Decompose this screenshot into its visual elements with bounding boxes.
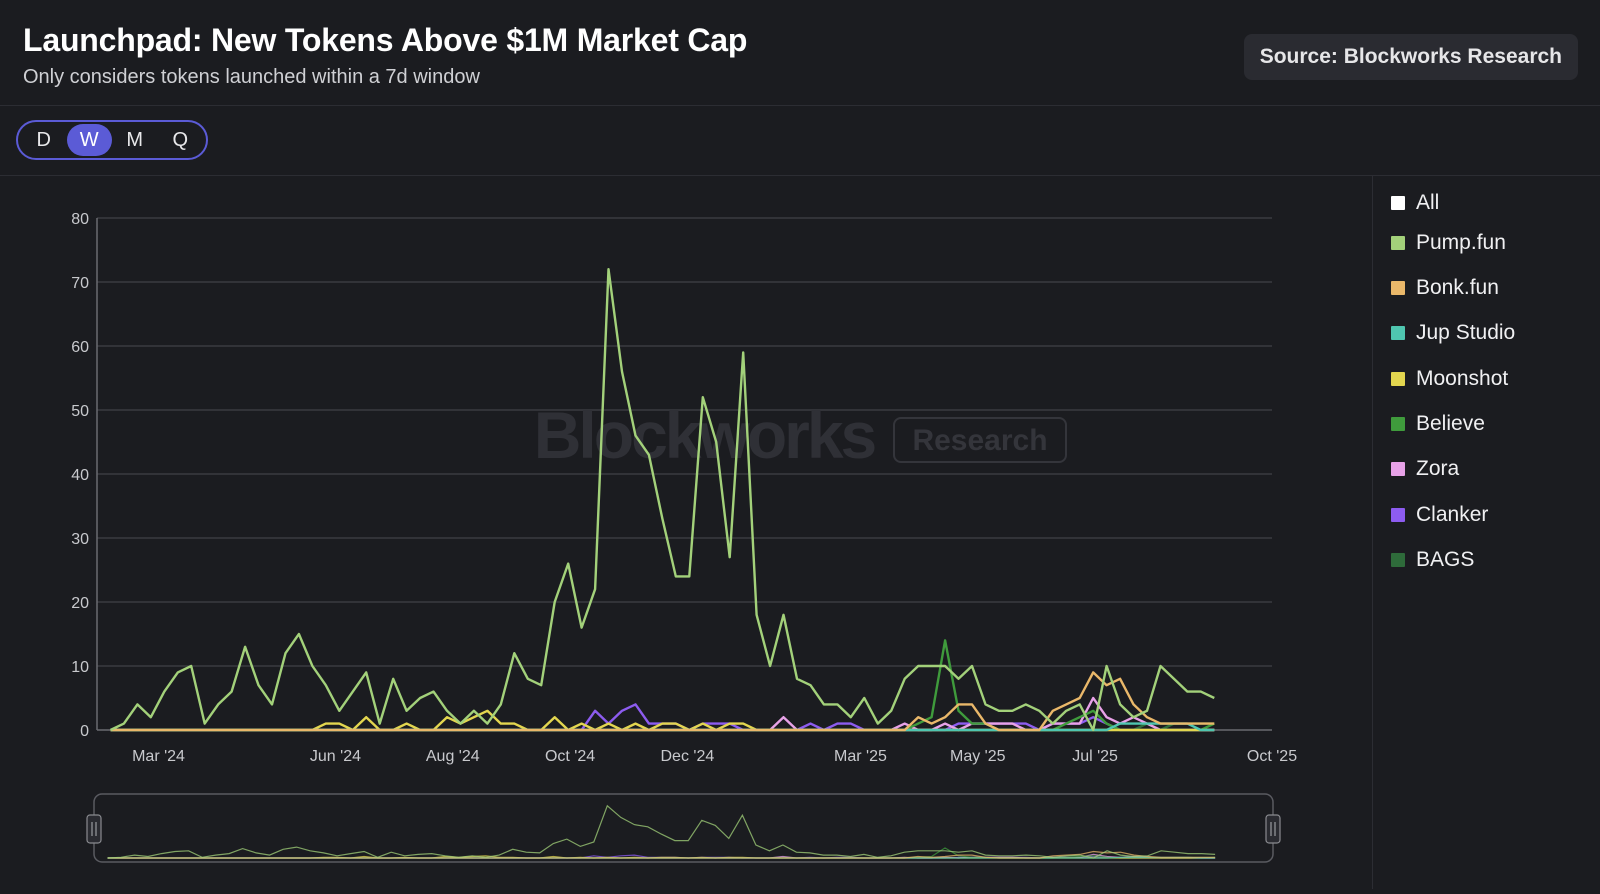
source-badge: Source: Blockworks Research	[1243, 34, 1578, 80]
series-line-bonk-fun[interactable]	[110, 671, 1215, 732]
legend-swatch	[1391, 508, 1405, 522]
legend-item-all[interactable]: All	[1391, 188, 1439, 218]
series-lines	[109, 267, 1215, 732]
legend-swatch	[1391, 196, 1405, 210]
series-line-pump-fun[interactable]	[109, 267, 1215, 732]
legend-item-believe[interactable]: Believe	[1391, 409, 1485, 439]
legend-swatch	[1391, 281, 1405, 295]
legend-item-moonshot[interactable]: Moonshot	[1391, 364, 1508, 394]
navigator-right-handle-grip[interactable]	[1265, 814, 1281, 844]
x-tick-label: Oct '24	[545, 748, 595, 765]
legend: All Pump.fun Bonk.fun Jup Studio Moonshot Bel…	[1372, 176, 1600, 889]
legend-label: Believe	[1416, 412, 1485, 435]
period-button-q[interactable]: Q	[172, 129, 189, 151]
y-tick-label: 70	[71, 275, 89, 292]
legend-item-zora[interactable]: Zora	[1391, 454, 1459, 484]
grid-lines	[97, 217, 1272, 731]
x-tick-label: Dec '24	[661, 748, 715, 765]
x-tick-label: Oct '25	[1247, 748, 1297, 765]
chart-toolbar: D W M Q	[0, 106, 1600, 176]
legend-label: Pump.fun	[1416, 231, 1506, 254]
legend-swatch	[1391, 462, 1405, 476]
period-button-d[interactable]: D	[36, 129, 51, 151]
navigator-right-handle[interactable]	[1265, 814, 1281, 844]
x-tick-label: Jun '24	[310, 748, 361, 765]
watermark-badge-frame	[893, 417, 1067, 463]
y-tick-label: 30	[71, 531, 89, 548]
legend-label: Bonk.fun	[1416, 276, 1499, 299]
legend-item-clanker[interactable]: Clanker	[1391, 500, 1488, 530]
y-tick-label: 20	[71, 595, 89, 612]
x-tick-label: Mar '25	[834, 748, 887, 765]
chart-subtitle: Only considers tokens launched within a …	[23, 66, 480, 88]
navigator-left-handle[interactable]	[86, 814, 102, 844]
y-tick-label: 60	[71, 339, 89, 356]
legend-item-jup-studio[interactable]: Jup Studio	[1391, 318, 1515, 348]
navigator-left-handle-grip[interactable]	[86, 814, 102, 844]
chart-title: Launchpad: New Tokens Above $1M Market C…	[23, 22, 748, 58]
range-navigator	[86, 793, 1281, 863]
chart-header: Launchpad: New Tokens Above $1M Market C…	[0, 0, 1600, 106]
legend-swatch	[1391, 326, 1405, 340]
legend-swatch	[1391, 372, 1405, 386]
period-selector: D W M Q	[16, 120, 208, 160]
legend-swatch	[1391, 236, 1405, 250]
y-tick-label: 0	[80, 723, 89, 740]
axes: 0 10 20 30 40 50 60 70 80 Mar '24 Jun '24 Aug '24 Oc…	[71, 211, 1297, 765]
legend-swatch	[1391, 553, 1405, 567]
series-line-zora[interactable]	[110, 696, 1215, 732]
legend-item-pump-fun[interactable]: Pump.fun	[1391, 228, 1506, 258]
y-tick-label: 10	[71, 659, 89, 676]
y-tick-label: 50	[71, 403, 89, 420]
legend-label: Jup Studio	[1416, 321, 1516, 344]
navigator-series-line	[107, 850, 1216, 859]
legend-label: Clanker	[1416, 503, 1489, 526]
period-button-w[interactable]: W	[66, 124, 112, 156]
navigator-series-line	[107, 804, 1216, 859]
legend-label: Zora	[1416, 457, 1460, 480]
legend-item-bonk-fun[interactable]: Bonk.fun	[1391, 273, 1499, 303]
period-button-m[interactable]: M	[126, 129, 144, 151]
y-tick-label: 80	[71, 211, 89, 228]
x-tick-label: Mar '24	[132, 748, 185, 765]
watermark-brand: Blockworks	[534, 398, 875, 472]
legend-label: All	[1416, 191, 1440, 214]
line-chart: Blockworks Research 0 10 20 30 40 50 60 70 80 Mar…	[71, 211, 1297, 863]
y-tick-label: 40	[71, 467, 89, 484]
x-tick-label: May '25	[950, 748, 1006, 765]
watermark: Blockworks Research	[534, 398, 1067, 472]
chart-area: Blockworks Research 0 10 20 30 40 50 60 70 80 Mar…	[0, 176, 1372, 889]
x-tick-label: Aug '24	[426, 748, 480, 765]
legend-item-bags[interactable]: BAGS	[1391, 545, 1474, 575]
watermark-badge: Research	[912, 424, 1047, 457]
legend-label: Moonshot	[1416, 367, 1509, 390]
legend-swatch	[1391, 417, 1405, 431]
legend-label: BAGS	[1416, 548, 1475, 571]
x-tick-label: Jul '25	[1072, 748, 1118, 765]
